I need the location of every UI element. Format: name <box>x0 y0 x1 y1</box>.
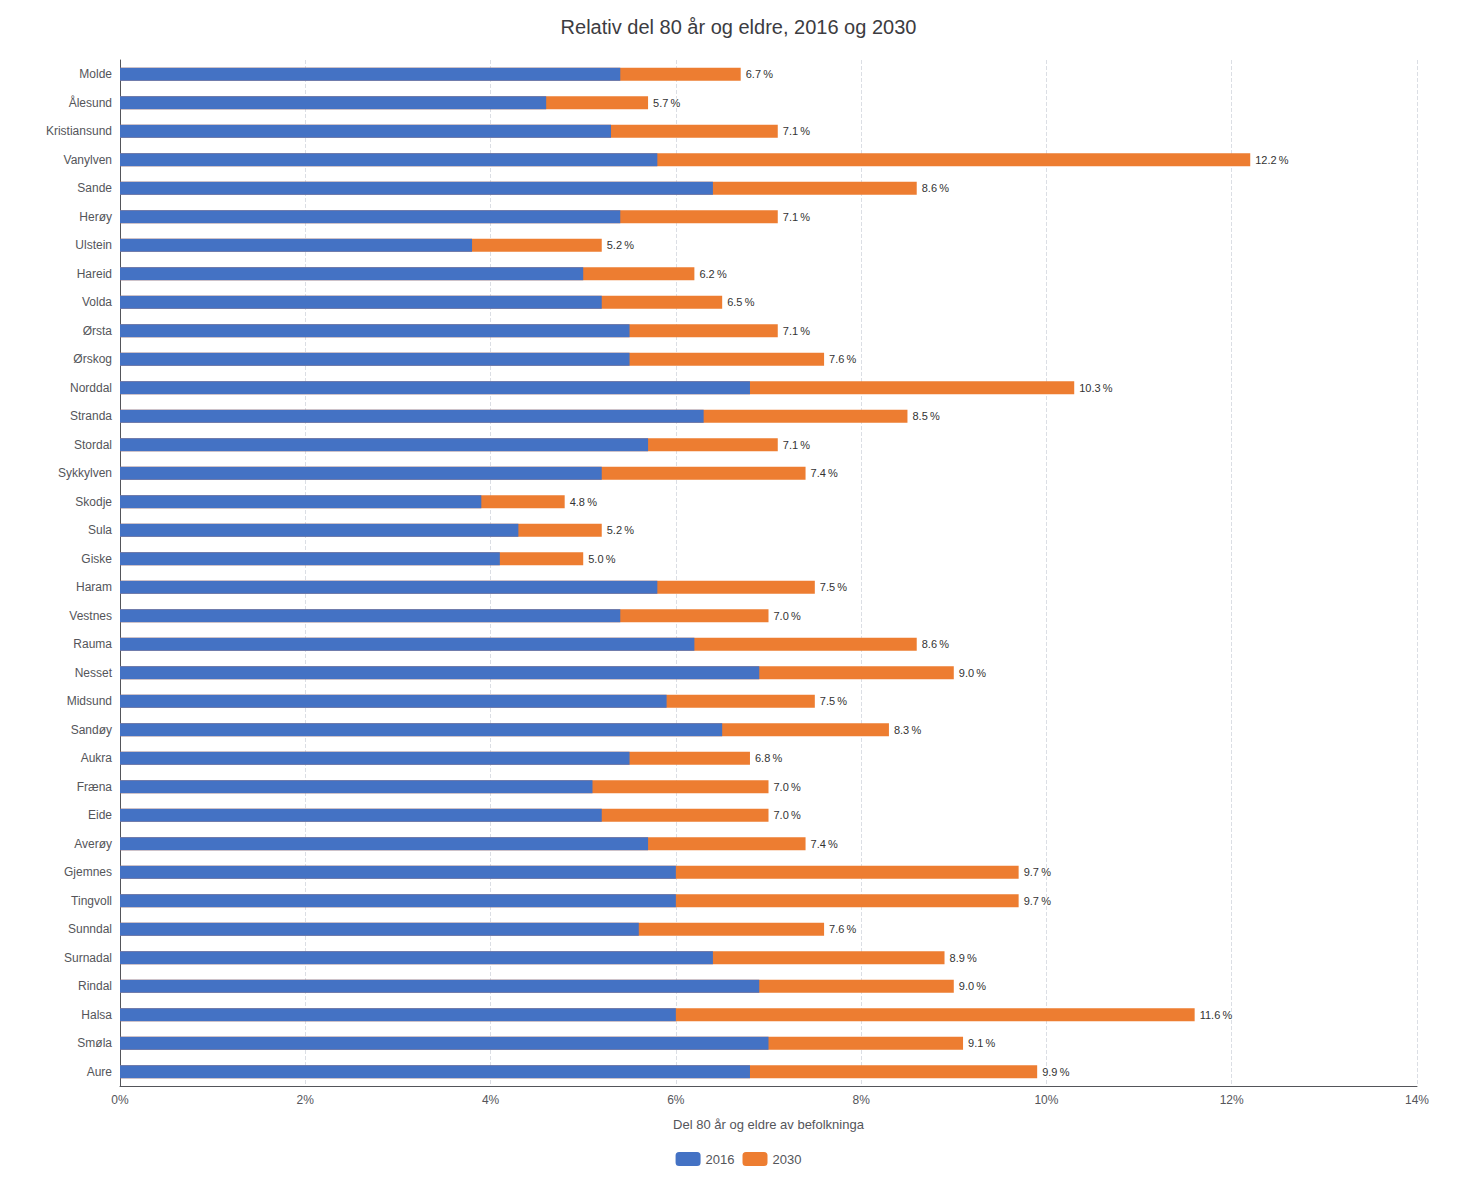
svg-text:7.5 %: 7.5 % <box>820 581 847 593</box>
svg-text:Surnadal: Surnadal <box>64 951 112 965</box>
svg-text:7.1 %: 7.1 % <box>783 325 810 337</box>
svg-text:Giske: Giske <box>81 552 112 566</box>
svg-text:Sula: Sula <box>88 523 112 537</box>
svg-text:9.0 %: 9.0 % <box>959 667 986 679</box>
svg-text:Ulstein: Ulstein <box>75 238 112 252</box>
svg-text:Molde: Molde <box>79 67 112 81</box>
svg-text:2%: 2% <box>297 1093 315 1107</box>
svg-text:5.2 %: 5.2 % <box>607 239 634 251</box>
svg-text:6%: 6% <box>667 1093 685 1107</box>
svg-text:Smøla: Smøla <box>77 1036 112 1050</box>
svg-text:11.6 %: 11.6 % <box>1200 1009 1233 1021</box>
svg-text:Kristiansund: Kristiansund <box>46 124 112 138</box>
svg-text:Midsund: Midsund <box>67 694 112 708</box>
svg-text:Fræna: Fræna <box>77 780 113 794</box>
svg-text:6.8 %: 6.8 % <box>755 752 782 764</box>
svg-text:7.6 %: 7.6 % <box>829 353 856 365</box>
svg-text:10.3 %: 10.3 % <box>1079 382 1113 394</box>
svg-text:Sande: Sande <box>77 181 112 195</box>
svg-text:7.0 %: 7.0 % <box>774 809 801 821</box>
svg-text:Aure: Aure <box>87 1065 113 1079</box>
svg-text:8.9 %: 8.9 % <box>950 952 977 964</box>
svg-text:7.0 %: 7.0 % <box>774 610 801 622</box>
svg-text:9.1 %: 9.1 % <box>968 1037 995 1049</box>
svg-text:7.4 %: 7.4 % <box>811 467 838 479</box>
svg-text:4%: 4% <box>482 1093 500 1107</box>
svg-text:Skodje: Skodje <box>75 495 112 509</box>
svg-text:Sykkylven: Sykkylven <box>58 466 112 480</box>
svg-text:7.6 %: 7.6 % <box>829 923 856 935</box>
svg-text:Rauma: Rauma <box>73 637 112 651</box>
svg-text:12.2 %: 12.2 % <box>1255 154 1289 166</box>
svg-text:14%: 14% <box>1405 1093 1429 1107</box>
svg-text:Haram: Haram <box>76 580 112 594</box>
svg-text:Sandøy: Sandøy <box>71 723 112 737</box>
svg-text:Del 80 år og eldre av befolkni: Del 80 år og eldre av befolkninga <box>673 1117 865 1132</box>
svg-text:5.2 %: 5.2 % <box>607 524 634 536</box>
svg-text:2016: 2016 <box>706 1152 735 1167</box>
svg-text:0%: 0% <box>111 1093 129 1107</box>
svg-text:Stranda: Stranda <box>70 409 112 423</box>
svg-text:10%: 10% <box>1034 1093 1058 1107</box>
svg-text:Halsa: Halsa <box>81 1008 112 1022</box>
svg-text:2030: 2030 <box>773 1152 802 1167</box>
svg-text:7.0 %: 7.0 % <box>774 781 801 793</box>
svg-text:Ørsta: Ørsta <box>83 324 113 338</box>
svg-text:6.2 %: 6.2 % <box>699 268 726 280</box>
svg-text:Norddal: Norddal <box>70 381 112 395</box>
svg-text:Herøy: Herøy <box>79 210 112 224</box>
svg-text:Averøy: Averøy <box>74 837 112 851</box>
svg-text:6.7 %: 6.7 % <box>746 68 773 80</box>
svg-text:9.7 %: 9.7 % <box>1024 895 1051 907</box>
svg-text:Ålesund: Ålesund <box>69 95 112 110</box>
svg-text:Eide: Eide <box>88 808 112 822</box>
svg-text:6.5 %: 6.5 % <box>727 296 754 308</box>
svg-text:Vanylven: Vanylven <box>64 153 112 167</box>
svg-text:7.1 %: 7.1 % <box>783 439 810 451</box>
svg-text:8.5 %: 8.5 % <box>912 410 939 422</box>
svg-text:8.6 %: 8.6 % <box>922 182 949 194</box>
svg-text:Sunndal: Sunndal <box>68 922 112 936</box>
svg-text:7.4 %: 7.4 % <box>811 838 838 850</box>
svg-text:Tingvoll: Tingvoll <box>71 894 112 908</box>
svg-text:8.3 %: 8.3 % <box>894 724 921 736</box>
svg-text:9.9 %: 9.9 % <box>1042 1066 1069 1078</box>
svg-text:4.8 %: 4.8 % <box>570 496 597 508</box>
svg-text:8.6 %: 8.6 % <box>922 638 949 650</box>
svg-text:9.0 %: 9.0 % <box>959 980 986 992</box>
svg-text:Rindal: Rindal <box>78 979 112 993</box>
svg-text:8%: 8% <box>852 1093 870 1107</box>
svg-text:5.0 %: 5.0 % <box>588 553 615 565</box>
svg-text:12%: 12% <box>1220 1093 1244 1107</box>
svg-text:9.7 %: 9.7 % <box>1024 866 1051 878</box>
svg-text:Ørskog: Ørskog <box>73 352 112 366</box>
svg-text:7.1 %: 7.1 % <box>783 211 810 223</box>
svg-text:Gjemnes: Gjemnes <box>64 865 112 879</box>
svg-text:5.7 %: 5.7 % <box>653 97 680 109</box>
svg-text:Volda: Volda <box>82 295 112 309</box>
svg-text:Vestnes: Vestnes <box>69 609 112 623</box>
svg-text:Stordal: Stordal <box>74 438 112 452</box>
svg-text:7.5 %: 7.5 % <box>820 695 847 707</box>
svg-text:Hareid: Hareid <box>77 267 112 281</box>
svg-text:7.1 %: 7.1 % <box>783 125 810 137</box>
svg-text:Aukra: Aukra <box>81 751 113 765</box>
svg-text:Nesset: Nesset <box>75 666 113 680</box>
svg-text:Relativ del 80 år og eldre, 20: Relativ del 80 år og eldre, 2016 og 2030 <box>561 16 917 38</box>
